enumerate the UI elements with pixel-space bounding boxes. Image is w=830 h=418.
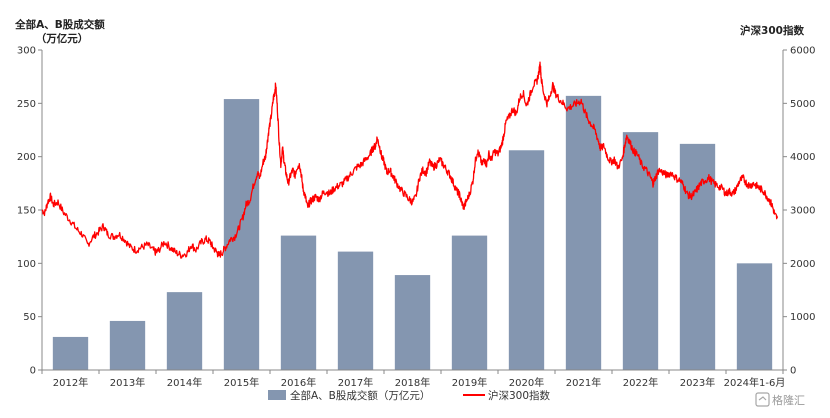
legend-line-label: 沪深300指数: [488, 389, 551, 402]
x-axis-tick-label: 2012年: [53, 376, 88, 389]
bar-series: [52, 95, 773, 371]
right-axis-tick-label: 2000: [790, 259, 815, 270]
bar: [622, 132, 659, 370]
left-y-axis: 0 50 100 150 200 250 300: [17, 46, 43, 377]
bar: [223, 99, 260, 371]
bar: [451, 235, 488, 370]
legend-bar-label: 全部A、B股成交额（万亿元）: [290, 389, 430, 402]
x-axis-tick-label: 2017年: [338, 376, 373, 389]
chart-title-right: 沪深300指数: [740, 24, 804, 37]
x-axis-tick-label: 2021年: [566, 376, 601, 389]
legend-bar-swatch: [268, 390, 286, 400]
right-axis-tick-label: 5000: [790, 99, 815, 110]
x-axis-tick-label: 2019年: [452, 376, 487, 389]
watermark: 格隆汇: [755, 392, 805, 407]
left-axis-tick-label: 250: [17, 99, 36, 110]
legend: 全部A、B股成交额（万亿元） 沪深300指数: [268, 389, 551, 402]
x-axis-tick-label: 2022年: [623, 376, 658, 389]
bar: [565, 95, 602, 370]
chart-title-left-line-2: （万亿元）: [36, 32, 89, 45]
bar: [337, 251, 374, 370]
right-axis-tick-label: 3000: [790, 206, 815, 217]
x-axis-tick-label: 2015年: [224, 376, 259, 389]
line-series: [41, 61, 778, 259]
left-axis-tick-label: 50: [23, 312, 36, 323]
x-axis-tick-label: 2018年: [395, 376, 430, 389]
x-axis-tick-label: 2023年: [680, 376, 715, 389]
watermark-text: 格隆汇: [772, 393, 805, 407]
left-axis-tick-label: 100: [17, 259, 36, 270]
left-axis-tick-label: 150: [17, 206, 36, 217]
bar: [736, 263, 773, 370]
chart-title-left: 全部A、B股成交额 （万亿元）: [14, 18, 105, 45]
right-y-axis: 0 1000 2000 3000 4000 5000 6000: [782, 46, 815, 377]
chart-title-left-line-1: 全部A、B股成交额: [14, 18, 105, 31]
right-axis-tick-label: 0: [790, 366, 796, 377]
bar: [508, 150, 545, 370]
bar: [109, 320, 146, 370]
bar: [280, 235, 317, 370]
right-axis-tick-label: 1000: [790, 312, 815, 323]
left-axis-tick-label: 0: [30, 366, 36, 377]
index-line: [41, 61, 778, 259]
left-axis-tick-label: 200: [17, 152, 36, 163]
x-axis: 2012年 2013年 2014年 2015年 2016年 2017年 2018年 2019年…: [41, 369, 786, 389]
x-axis-tick-label: 2016年: [281, 376, 316, 389]
right-axis-tick-label: 6000: [790, 46, 815, 57]
x-axis-tick-label: 2013年: [110, 376, 145, 389]
bar: [394, 275, 431, 370]
left-axis-tick-label: 300: [17, 46, 36, 57]
right-axis-tick-label: 4000: [790, 152, 815, 163]
watermark-logo-mark: [758, 396, 767, 401]
watermark-logo-icon: [755, 392, 770, 407]
bar: [52, 336, 89, 370]
x-axis-tick-label: 2020年: [509, 376, 544, 389]
bar: [166, 292, 203, 370]
x-axis-tick-label: 2024年1-6月: [724, 376, 786, 389]
x-axis-tick-label: 2014年: [167, 376, 202, 389]
